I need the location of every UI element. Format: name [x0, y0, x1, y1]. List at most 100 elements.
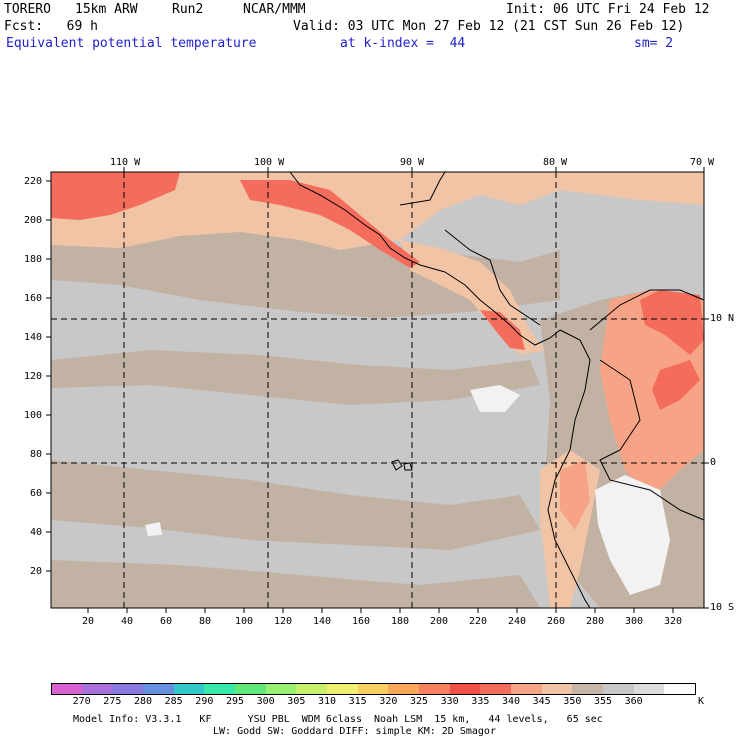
x-tick-280: 280 — [586, 616, 605, 627]
colorbar-swatch — [511, 683, 542, 694]
colorbar-swatch — [449, 683, 481, 694]
colorbar-tick-label: 345 — [532, 696, 551, 707]
field-name: Equivalent potential temperature — [6, 36, 257, 51]
y-tick-40: 40 — [30, 527, 43, 538]
colorbar-tick-label: 275 — [103, 696, 122, 707]
x-tick-20: 20 — [82, 616, 95, 627]
colorbar-swatch — [204, 683, 236, 694]
map-frame — [50, 171, 705, 609]
x-tick-120: 120 — [274, 616, 293, 627]
lat-label-10s: 10 S — [710, 602, 735, 613]
red-mexico-south — [240, 180, 420, 268]
model-name: TORERO — [4, 2, 51, 17]
white-andes-patch — [595, 475, 670, 595]
colorbar-tick-label: 290 — [195, 696, 214, 707]
coastline-venezuela — [589, 289, 705, 331]
lat-label-0: 0 — [710, 457, 717, 468]
coastline-mexico — [289, 171, 446, 273]
tan-band-north — [51, 225, 560, 318]
theta-e-field — [51, 172, 704, 608]
lon-label-70w: 70 W — [690, 157, 715, 168]
x-tick-320: 320 — [664, 616, 683, 627]
lon-label-90w: 90 W — [400, 157, 425, 168]
colorbar-tick-label: 305 — [287, 696, 306, 707]
tan-band-far-south — [51, 560, 540, 608]
colorbar-tick-label: 355 — [593, 696, 613, 707]
white-spot-small — [145, 522, 162, 536]
colorbar-swatch — [296, 683, 328, 694]
colorbar-tick-label: 320 — [379, 696, 398, 707]
colorbar-tick-label: 325 — [409, 696, 429, 707]
colorbar-swatch — [173, 683, 205, 694]
x-tick-80: 80 — [199, 616, 212, 627]
y-tick-220: 220 — [24, 176, 43, 187]
colorbar-tick-label: 350 — [563, 696, 582, 707]
coastline-yucatan — [399, 171, 446, 206]
colorbar-frame — [51, 683, 696, 695]
lon-label-80w: 80 W — [543, 157, 568, 168]
colorbar-tick-label: 270 — [72, 696, 91, 707]
model-resolution: 15km ARW — [75, 2, 138, 17]
colorbar-tick-label: 310 — [317, 696, 337, 707]
colorbar-tick-label: 335 — [471, 696, 490, 707]
colorbar-tick-label: 300 — [256, 696, 275, 707]
x-tick-300: 300 — [625, 616, 644, 627]
border-andes — [599, 359, 705, 521]
y-tick-120: 120 — [24, 371, 43, 382]
coastlines — [289, 171, 705, 609]
colorbar-swatch — [664, 683, 696, 694]
y-tick-180: 180 — [24, 254, 43, 265]
y-tick-20: 20 — [30, 566, 43, 577]
red-costa-rica — [480, 310, 525, 350]
model-run: Run2 — [172, 2, 204, 17]
tan-band-south — [51, 460, 540, 550]
x-tick-240: 240 — [508, 616, 527, 627]
colorbar-swatch — [143, 683, 174, 694]
x-tick-160: 160 — [352, 616, 371, 627]
level-info: at k-index = 44 — [340, 36, 466, 51]
colorbar-tick-label: 280 — [133, 696, 153, 707]
peach-band-top — [51, 172, 704, 250]
colorbar-unit: K — [698, 696, 705, 707]
y-tick-100: 100 — [24, 410, 43, 421]
colorbar-swatch — [235, 683, 266, 694]
white-pacific-patch — [470, 385, 520, 412]
red-mexico-west — [51, 172, 180, 220]
colorbar-tick-label: 340 — [501, 696, 521, 707]
galapagos-islands — [391, 459, 413, 471]
x-tick-260: 260 — [547, 616, 566, 627]
x-tick-100: 100 — [235, 616, 254, 627]
colorbar-swatch — [357, 683, 389, 694]
coastline-south-america — [547, 329, 591, 609]
colorbar-swatch — [51, 683, 82, 694]
colorbar-swatch — [81, 683, 113, 694]
x-tick-200: 200 — [430, 616, 449, 627]
lat-label-10n: 10 N — [710, 313, 735, 324]
x-tick-140: 140 — [313, 616, 332, 627]
y-tick-60: 60 — [30, 488, 43, 499]
x-tick-40: 40 — [121, 616, 134, 627]
model-org: NCAR/MMM — [243, 2, 306, 17]
colorbar-swatch — [633, 683, 665, 694]
y-tick-140: 140 — [24, 332, 43, 343]
colorbar-swatch — [327, 683, 358, 694]
model-info-line: Model Info: V3.3.1 KF YSU PBL WDM 6class… — [73, 714, 603, 725]
lon-label-100w: 100 W — [254, 157, 285, 168]
y-tick-200: 200 — [24, 215, 43, 226]
x-tick-180: 180 — [391, 616, 410, 627]
colorbar-swatch — [541, 683, 573, 694]
red-venezuela — [640, 290, 704, 355]
lon-label-110w: 110 W — [110, 157, 141, 168]
axis-ticks — [46, 167, 709, 613]
colorbar-swatch — [112, 683, 144, 694]
colorbar-swatch — [419, 683, 450, 694]
colorbar-swatch — [265, 683, 297, 694]
colorbar-tick-label: 330 — [440, 696, 459, 707]
lat-lon-grid — [51, 172, 704, 608]
y-tick-160: 160 — [24, 293, 43, 304]
colorbar-swatch — [388, 683, 420, 694]
init-time: Init: 06 UTC Fri 24 Feb 12 — [506, 2, 710, 17]
x-tick-220: 220 — [469, 616, 488, 627]
colorbar-swatch — [572, 683, 604, 694]
